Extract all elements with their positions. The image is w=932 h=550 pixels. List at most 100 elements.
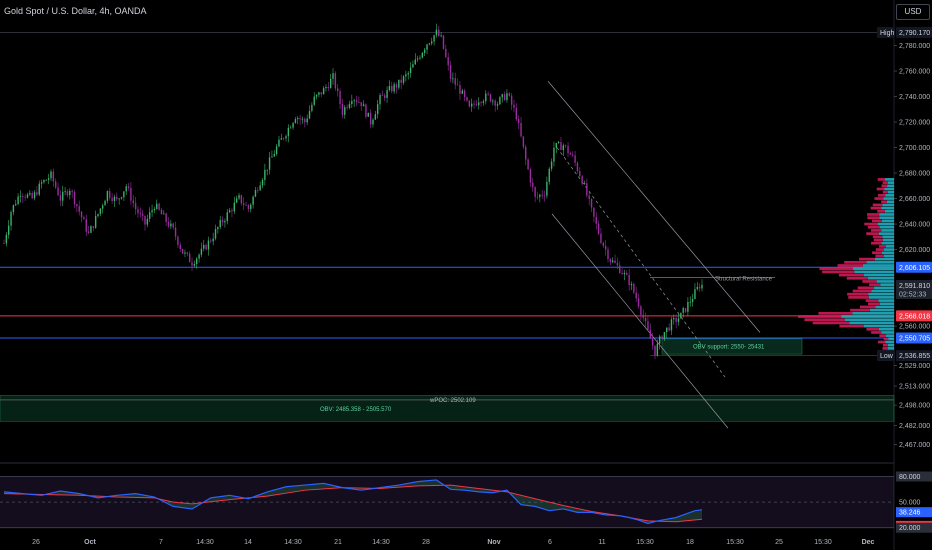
volume-profile-bar-down — [871, 241, 882, 245]
candle-body — [496, 104, 499, 106]
candle-body — [517, 119, 520, 123]
rsi-tag-50-bg — [896, 497, 932, 508]
candle-body — [339, 90, 341, 104]
candle-body — [224, 221, 226, 223]
candle-body — [572, 154, 574, 156]
volume-profile-bar-up — [887, 343, 894, 347]
time-tick-label: 28 — [422, 539, 430, 546]
price-tick-label: 2,780.000 — [899, 43, 930, 50]
candle-body — [623, 272, 626, 275]
volume-profile-bar-up — [886, 200, 894, 204]
candle-body — [304, 118, 306, 123]
chart-title: Gold Spot / U.S. Dollar, 4h, OANDA — [4, 6, 147, 16]
candle-body — [395, 84, 398, 88]
candle-body — [569, 153, 572, 155]
volume-profile-bar-down — [839, 324, 864, 328]
candle-body — [210, 240, 212, 242]
candle-body — [231, 210, 233, 212]
candle-body — [532, 182, 534, 188]
candle-body — [64, 191, 66, 193]
candle-body — [687, 301, 689, 312]
candle-body — [419, 57, 421, 59]
candle-body — [386, 90, 388, 98]
candle-body — [57, 187, 59, 196]
candle-body — [200, 248, 203, 255]
candle-body — [66, 191, 69, 196]
candle-body — [442, 35, 445, 49]
volume-profile-bar-down — [882, 181, 888, 184]
high-tag-bg — [877, 27, 895, 39]
candle-body — [203, 244, 205, 249]
candle-body — [238, 195, 240, 199]
candle-body — [680, 312, 682, 319]
candle-body — [278, 139, 280, 147]
candle-body — [85, 219, 87, 232]
candle-body — [221, 219, 224, 223]
candle-body — [287, 127, 290, 137]
level-tag-red: 2,568.018 — [899, 313, 930, 320]
candle-body — [52, 171, 55, 182]
candle-body — [109, 191, 111, 198]
candle-body — [588, 195, 590, 199]
volume-profile-bar-down — [867, 302, 880, 306]
candle-body — [374, 114, 377, 120]
candle-body — [252, 196, 254, 205]
volume-profile-bar-down — [850, 308, 870, 312]
candle-body — [360, 102, 362, 107]
candle-body — [318, 92, 320, 95]
candle-body — [475, 104, 478, 106]
candle-body — [701, 284, 703, 289]
candle-body — [179, 244, 181, 249]
price-tick-label: 2,513.000 — [899, 384, 930, 391]
currency-button[interactable]: USD — [896, 4, 930, 20]
candle-body — [412, 64, 414, 68]
candle-body — [682, 308, 684, 313]
candle-body — [257, 190, 259, 191]
volume-profile-bar-down — [838, 273, 864, 277]
level-tag-blue-upper: 2,606.105 — [899, 265, 930, 272]
volume-profile-bar-up — [844, 318, 894, 322]
volume-profile-bar-up — [883, 197, 894, 200]
volume-profile-bar-up — [880, 283, 894, 286]
volume-profile-bar-up — [874, 257, 894, 261]
volume-profile-bar-down — [867, 225, 880, 229]
candle-body — [379, 95, 381, 105]
candle-body — [405, 74, 407, 77]
candle-body — [59, 195, 62, 201]
rsi-ma-line — [3, 484, 703, 523]
candle-body — [113, 196, 116, 202]
candle-body — [548, 168, 550, 182]
volume-profile-bar-up — [849, 321, 894, 325]
candle-body — [97, 213, 99, 217]
candle-body — [346, 107, 348, 108]
candle-body — [315, 94, 318, 97]
candle-body — [515, 107, 518, 120]
candle-body — [247, 205, 250, 210]
candle-body — [485, 93, 487, 102]
candle-body — [80, 211, 83, 218]
candle-body — [177, 236, 179, 245]
candle-body — [381, 95, 384, 96]
candle-body — [694, 289, 696, 299]
rsi-line — [3, 479, 703, 525]
obv-support-label: OBV support: 2550- 25431 — [693, 344, 765, 350]
volume-profile-bar-up — [881, 219, 894, 223]
candle-body — [94, 216, 97, 228]
candle-body — [219, 219, 221, 228]
candle-body — [10, 212, 12, 226]
candle-body — [658, 336, 661, 344]
candle-body — [630, 283, 633, 285]
candle-body — [334, 73, 337, 89]
candle-body — [698, 286, 701, 289]
candle-body — [647, 321, 649, 330]
candle-body — [38, 183, 40, 195]
volume-profile-bar-down — [877, 178, 886, 181]
volume-profile-bar-down — [874, 197, 884, 200]
candle-body — [193, 263, 196, 266]
candle-body — [400, 79, 402, 83]
candle-body — [550, 161, 553, 169]
candle-body — [139, 213, 142, 215]
time-tick-label: Dec — [862, 539, 875, 546]
volume-profile-bar-down — [872, 203, 883, 207]
